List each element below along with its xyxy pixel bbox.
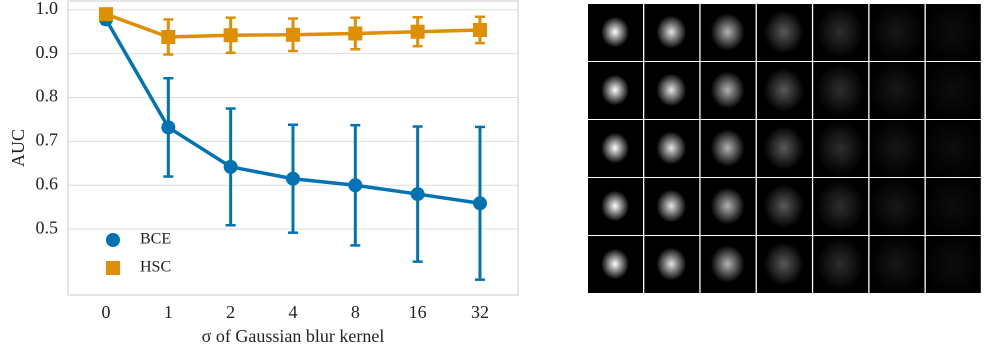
image-blob — [816, 179, 865, 233]
y-tick-label: 0.9 — [36, 42, 59, 62]
image-blob — [763, 10, 804, 54]
image-blob — [656, 73, 687, 107]
x-tick-label: 8 — [351, 302, 360, 322]
image-grid — [588, 0, 983, 297]
marker — [348, 26, 363, 41]
image-blob — [922, 57, 983, 123]
plot-frame — [67, 0, 519, 296]
image-blob — [816, 121, 865, 175]
y-axis-label: AUC — [8, 129, 28, 167]
image-blob — [816, 5, 865, 59]
image-blob — [922, 0, 983, 65]
image-blob — [656, 15, 687, 49]
y-tick-label: 0.6 — [36, 173, 59, 193]
image-blob — [869, 176, 924, 236]
image-blob — [869, 2, 924, 62]
legend-marker — [106, 261, 120, 275]
image-blob — [710, 187, 745, 225]
marker — [285, 27, 300, 42]
image-blob — [710, 71, 745, 109]
image-blob — [601, 132, 629, 164]
x-tick-label: 4 — [288, 302, 297, 322]
marker — [410, 187, 425, 202]
x-tick-label: 2 — [226, 302, 235, 322]
image-blob — [869, 118, 924, 178]
x-tick-label: 16 — [409, 302, 427, 322]
marker — [472, 196, 487, 211]
marker — [472, 22, 487, 37]
image-blob — [922, 173, 983, 239]
image-blob — [656, 189, 687, 223]
legend-marker — [106, 233, 120, 247]
image-blob — [601, 190, 629, 222]
x-tick-label: 32 — [471, 302, 489, 322]
legend-label: BCE — [140, 231, 171, 248]
image-blob — [656, 247, 687, 281]
marker — [410, 24, 425, 39]
image-blob — [816, 63, 865, 117]
image-blob — [816, 237, 865, 291]
image-blob — [601, 74, 629, 106]
image-blob — [601, 16, 629, 48]
image-blob — [922, 115, 983, 181]
marker — [348, 178, 363, 193]
y-tick-label: 0.7 — [36, 130, 59, 150]
y-tick-label: 0.5 — [36, 217, 59, 237]
legend-label: HSC — [140, 259, 171, 276]
x-tick-label: 1 — [164, 302, 173, 322]
image-blob — [869, 60, 924, 120]
marker — [99, 7, 113, 22]
marker — [161, 29, 176, 44]
image-blob — [922, 231, 983, 297]
marker — [285, 171, 300, 186]
image-blob — [763, 68, 804, 112]
marker — [223, 159, 238, 174]
marker — [223, 28, 238, 43]
image-blob — [763, 184, 804, 228]
image-blob — [763, 242, 804, 286]
x-tick-label: 0 — [102, 302, 111, 322]
image-blob — [710, 129, 745, 167]
image-blob — [656, 131, 687, 165]
image-blob — [710, 245, 745, 283]
y-tick-label: 1.0 — [36, 0, 59, 18]
x-axis-label: σ of Gaussian blur kernel — [202, 326, 385, 346]
image-blob — [601, 248, 629, 280]
image-blob — [763, 126, 804, 170]
marker — [161, 120, 176, 135]
y-tick-label: 0.8 — [36, 86, 59, 106]
image-blob — [710, 13, 745, 51]
image-blob — [869, 234, 924, 294]
